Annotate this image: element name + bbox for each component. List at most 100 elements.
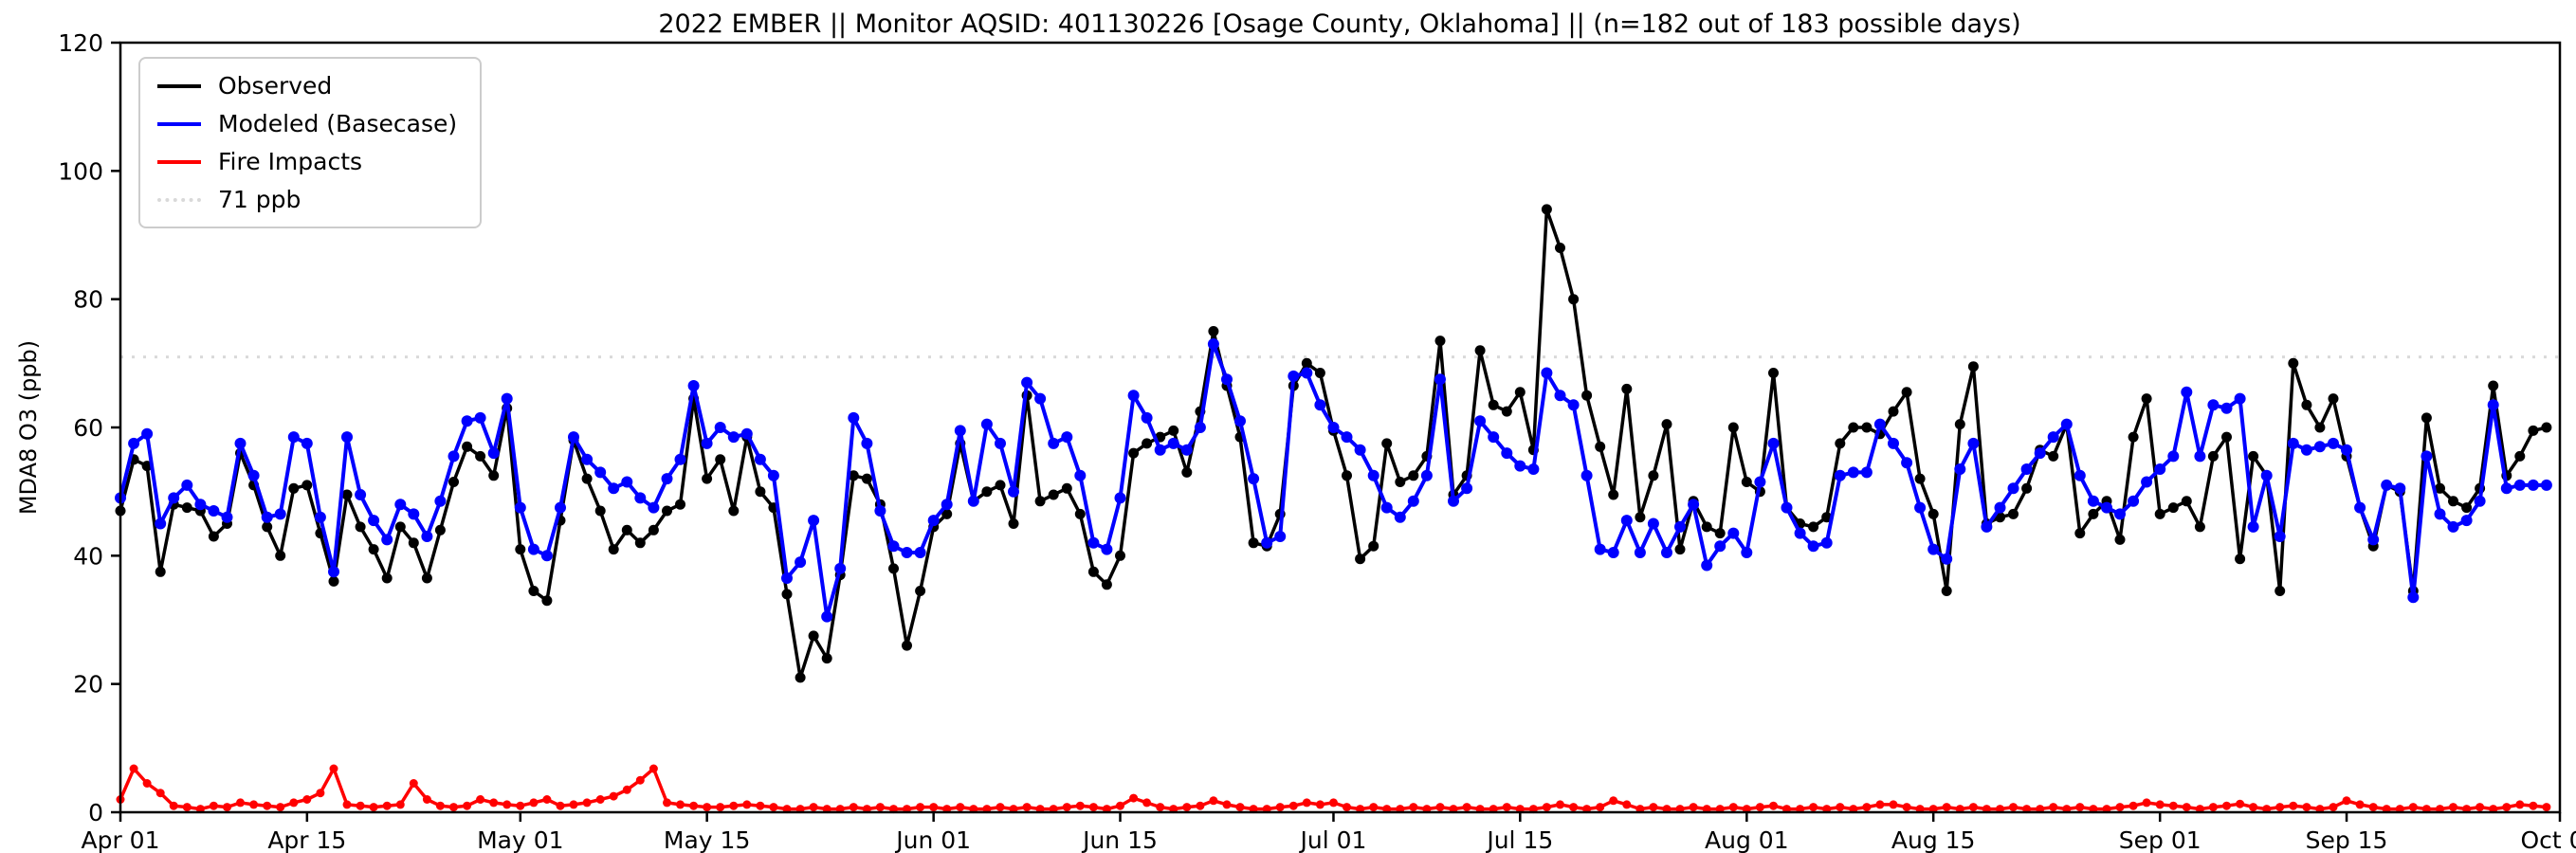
fire-impacts-marker [1556,800,1564,809]
observed-marker [1168,425,1179,436]
observed-marker [1727,422,1739,433]
modeled-basecase-marker [2128,495,2140,507]
fire-impacts-marker [849,803,858,812]
observed-marker [2528,425,2539,436]
modeled-basecase-marker [2394,482,2406,495]
observed-marker [1581,390,1593,401]
modeled-basecase-marker [1527,463,1540,475]
fire-impacts-marker [1062,803,1071,812]
modeled-basecase-marker [181,479,193,491]
observed-marker [2301,399,2312,410]
observed-marker [421,572,432,584]
observed-marker [2114,534,2126,545]
observed-marker [902,640,912,651]
modeled-basecase-marker [1154,444,1166,456]
fire-impacts-marker [249,800,259,809]
fire-impacts-marker [449,803,458,812]
modeled-basecase-marker [1994,501,2006,514]
modeled-basecase-marker [1048,437,1060,449]
modeled-basecase-marker [2513,479,2526,491]
modeled-line-swatch [157,121,201,126]
fire-impacts-marker [1288,801,1298,810]
modeled-basecase-marker [355,489,367,500]
modeled-basecase-marker [2487,399,2499,411]
observed-marker [368,544,379,555]
modeled-basecase-marker [687,380,700,391]
modeled-basecase-marker [2101,501,2112,514]
modeled-basecase-marker [168,492,180,504]
x-tick-label: Apr 01 [81,826,159,853]
modeled-basecase-marker [1127,390,1140,402]
observed-marker [341,489,353,500]
modeled-basecase-marker [301,437,313,449]
fire-impacts-marker [1649,803,1658,812]
modeled-basecase-marker [2234,392,2246,405]
modeled-basecase-marker [274,508,286,520]
fire-impacts-marker [1075,801,1085,810]
observed-marker [275,550,286,561]
fire-impacts-marker [516,801,525,810]
observed-marker [1848,422,1859,433]
fire-impacts-marker [2302,803,2311,812]
fire-impacts-marker [956,803,965,812]
observed-marker [821,653,832,664]
modeled-basecase-marker [1741,547,1753,558]
fire-impacts-marker [1222,800,1232,809]
legend-row-fire: Fire Impacts [157,148,457,175]
observed-marker [1768,368,1779,378]
observed-marker [1568,294,1580,305]
modeled-basecase-marker [368,515,380,527]
modeled-basecase-marker [727,431,740,444]
modeled-basecase-marker [474,411,486,424]
x-tick-label: Oct 01 [2521,826,2576,853]
observed-marker [2021,482,2033,494]
legend-label-threshold: 71 ppb [218,186,301,213]
fire-impacts-marker [2502,803,2512,812]
y-tick-label: 40 [73,542,103,570]
observed-marker [634,537,646,549]
observed-marker [541,595,553,607]
observed-marker [1595,441,1606,452]
fire-impacts-marker [289,798,299,808]
fire-impacts-marker [542,795,552,804]
fire-impacts-marker [676,800,685,809]
modeled-basecase-marker [1767,437,1780,449]
modeled-basecase-marker [1501,447,1513,460]
fire-impacts-marker [996,803,1005,812]
fire-impacts-marker [209,801,218,810]
observed-marker [702,473,713,484]
observed-marker [1034,496,1046,507]
observed-marker [1861,422,1873,433]
observed-marker [408,537,419,549]
observed-marker [1115,550,1125,561]
fire-impacts-marker [463,801,472,810]
modeled-basecase-marker [1274,531,1287,542]
observed-marker [1087,566,1099,577]
fire-impacts-marker [2236,799,2245,808]
fire-impacts-marker [2222,801,2231,810]
modeled-basecase-marker [1888,437,1899,449]
fire-impacts-marker [1302,798,1311,808]
modeled-basecase-marker [2300,444,2312,456]
modeled-basecase-marker [874,505,886,517]
modeled-basecase-marker [967,495,979,507]
modeled-basecase-marker [2087,495,2099,507]
fire-impacts-marker [1116,801,1124,810]
modeled-basecase-marker [927,515,940,527]
modeled-basecase-marker [1314,399,1326,411]
fire-impacts-marker [1728,803,1738,812]
observed-marker [662,505,672,517]
observed-marker [2488,380,2499,391]
observed-marker [608,544,619,555]
x-tick-label: Jun 15 [1081,826,1158,853]
modeled-basecase-marker [2328,437,2339,449]
modeled-basecase-marker [1514,460,1526,472]
observed-marker [728,505,740,517]
observed-marker [1514,387,1526,398]
modeled-basecase-marker [2474,495,2486,507]
fire-impacts-marker [569,800,578,809]
observed-marker [1248,537,1259,549]
fire-impacts-marker [582,798,592,808]
modeled-basecase-marker [740,427,753,440]
fire-impacts-marker [1022,803,1032,812]
